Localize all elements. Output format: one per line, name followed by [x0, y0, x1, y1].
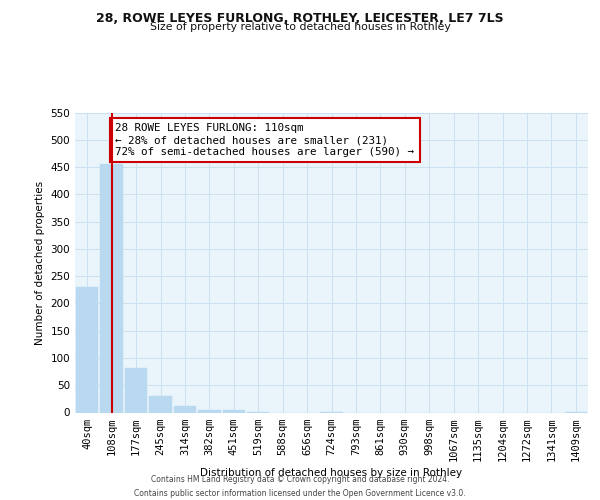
Text: 28, ROWE LEYES FURLONG, ROTHLEY, LEICESTER, LE7 7LS: 28, ROWE LEYES FURLONG, ROTHLEY, LEICEST… [96, 12, 504, 26]
Bar [223, 410, 245, 412]
Bar [76, 287, 98, 412]
Bar [100, 164, 123, 412]
Text: Contains HM Land Registry data © Crown copyright and database right 2024.
Contai: Contains HM Land Registry data © Crown c… [134, 476, 466, 498]
X-axis label: Distribution of detached houses by size in Rothley: Distribution of detached houses by size … [200, 468, 463, 478]
Bar [125, 368, 148, 412]
Bar [149, 396, 172, 412]
Y-axis label: Number of detached properties: Number of detached properties [35, 180, 45, 344]
Bar [173, 406, 196, 412]
Text: Size of property relative to detached houses in Rothley: Size of property relative to detached ho… [149, 22, 451, 32]
Text: 28 ROWE LEYES FURLONG: 110sqm
← 28% of detached houses are smaller (231)
72% of : 28 ROWE LEYES FURLONG: 110sqm ← 28% of d… [115, 124, 415, 156]
Bar [198, 410, 221, 412]
